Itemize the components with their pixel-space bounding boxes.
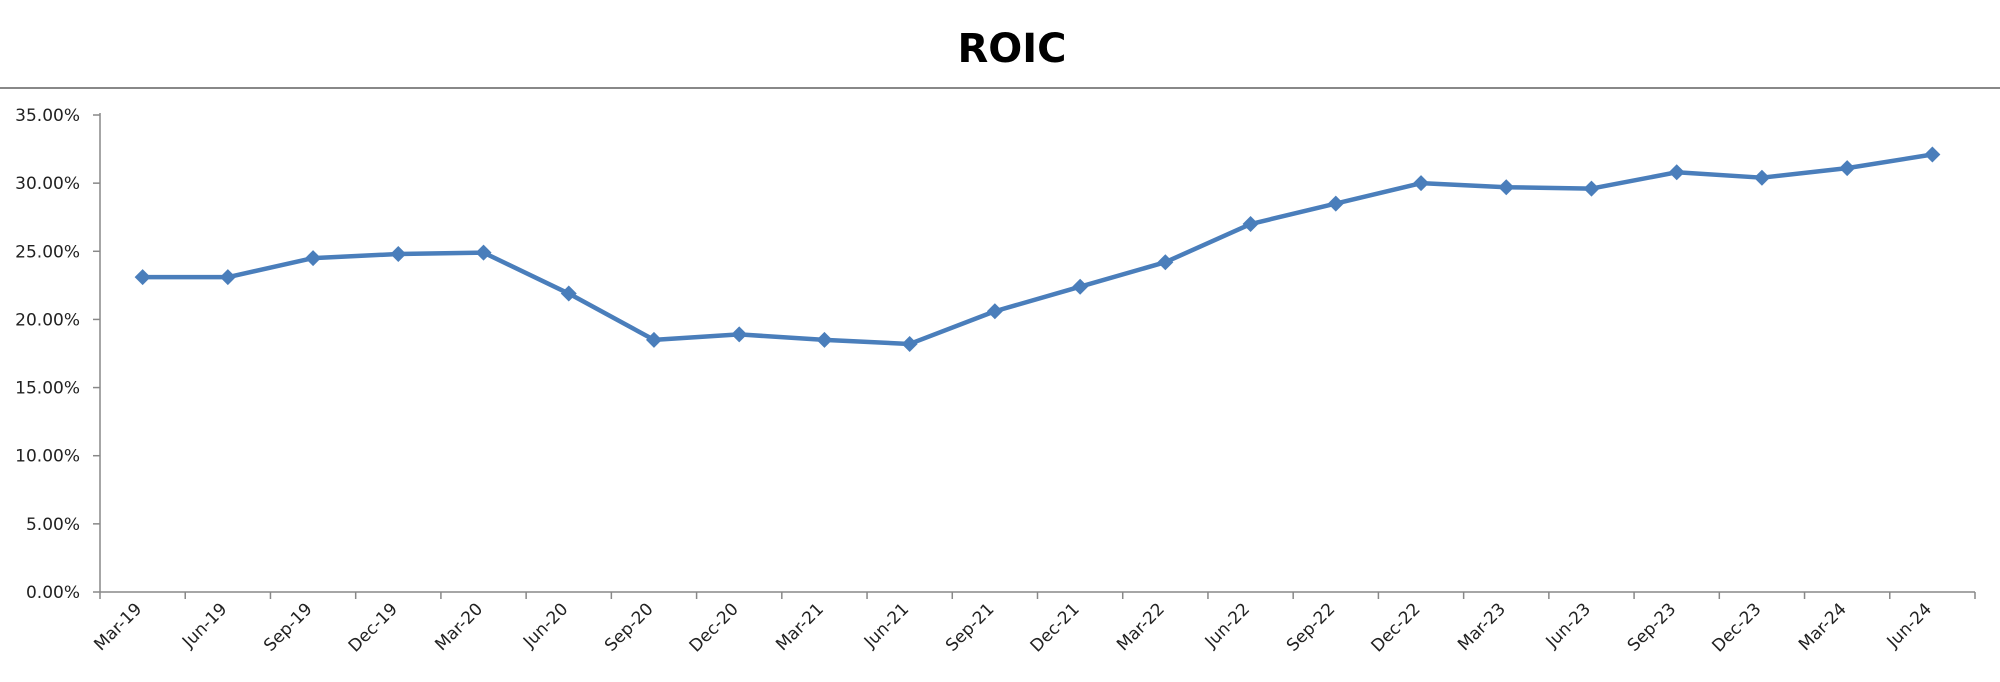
x-tick-label: Jun-21 [860,599,913,652]
x-tick-label: Mar-23 [1454,599,1510,655]
x-tick-label: Jun-19 [178,599,231,652]
x-tick-label: Jun-22 [1201,599,1254,652]
y-tick-label: 10.00% [15,447,80,467]
marker [1668,164,1685,181]
marker [1327,195,1344,212]
marker [1753,169,1770,186]
x-tick-label: Dec-20 [686,599,743,656]
x-tick-label: Mar-24 [1795,599,1851,655]
x-tick-label: Sep-19 [260,599,316,655]
marker [305,250,322,267]
x-tick-label: Mar-20 [431,599,487,655]
marker [731,326,748,343]
marker [901,335,918,352]
marker [645,331,662,348]
y-tick-label: 5.00% [26,515,80,535]
marker [986,303,1003,320]
y-tick-label: 35.00% [15,106,80,126]
marker [134,269,151,286]
x-tick-label: Dec-21 [1027,599,1084,656]
marker [1242,216,1259,233]
x-tick-label: Mar-21 [772,599,828,655]
x-tick-label: Jun-24 [1883,599,1936,652]
y-tick-label: 0.00% [26,583,80,603]
x-tick-label: Mar-22 [1113,599,1169,655]
marker [1498,179,1515,196]
series-line [142,152,1933,347]
chart-title: ROIC [957,26,1066,72]
y-tick-label: 30.00% [15,174,80,194]
marker [475,244,492,261]
marker [219,269,236,286]
marker [560,285,577,302]
x-tick-label: Dec-19 [345,599,402,656]
x-tick-label: Sep-21 [942,599,998,655]
marker [1072,278,1089,295]
x-tick-label: Jun-23 [1542,599,1595,652]
marker [1839,160,1856,177]
marker [816,331,833,348]
marker [1924,146,1941,163]
x-tick-label: Jun-20 [519,599,572,652]
y-tick-label: 25.00% [15,242,80,262]
marker [1413,175,1430,192]
x-tick-label: Dec-22 [1368,599,1425,656]
marker [1157,254,1174,271]
marker [1583,180,1600,197]
marker [390,246,407,263]
x-tick-label: Sep-23 [1624,599,1680,655]
x-tick-label: Mar-19 [90,599,146,655]
x-tick-label: Sep-22 [1283,599,1339,655]
y-tick-label: 15.00% [15,379,80,399]
x-tick-label: Dec-23 [1708,599,1765,656]
y-tick-label: 20.00% [15,310,80,330]
x-tick-label: Sep-20 [601,599,657,655]
